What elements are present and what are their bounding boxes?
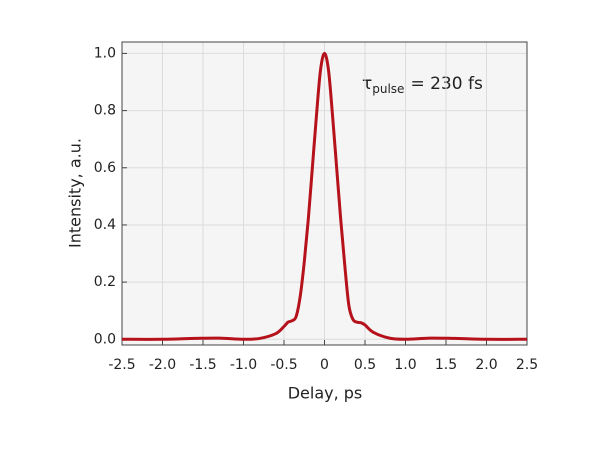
y-tick-label: 0.0 xyxy=(94,331,116,347)
x-tick-label: -2.5 xyxy=(108,357,135,373)
annotation: τpulse = 230 fs xyxy=(362,74,483,96)
x-tick-label: 2.0 xyxy=(475,357,497,373)
annotation-subscript: pulse xyxy=(372,82,404,96)
x-tick-label: 2.5 xyxy=(516,357,538,373)
y-axis-label: Intensity, a.u. xyxy=(66,138,85,248)
x-tick-label: -2.0 xyxy=(149,357,176,373)
x-tick-label: -0.5 xyxy=(270,357,297,373)
x-tick-label: 1.5 xyxy=(435,357,457,373)
x-axis-label: Delay, ps xyxy=(288,384,363,403)
x-tick-label: -1.5 xyxy=(189,357,216,373)
x-tick-label: 0 xyxy=(320,357,329,373)
data-line xyxy=(121,51,528,341)
y-tick-label: 0.8 xyxy=(94,103,116,119)
x-tick-label: 0.5 xyxy=(354,357,376,373)
plot-frame xyxy=(121,41,528,346)
y-tick-label: 0.2 xyxy=(94,274,116,290)
annotation-symbol: τ xyxy=(362,74,372,94)
x-tick-label: 1.0 xyxy=(394,357,416,373)
y-tick-label: 0.4 xyxy=(94,217,116,233)
x-tick-label: -1.0 xyxy=(230,357,257,373)
y-tick-label: 1.0 xyxy=(94,45,116,61)
y-tick-label: 0.6 xyxy=(94,160,116,176)
annotation-text: = 230 fs xyxy=(410,74,482,94)
